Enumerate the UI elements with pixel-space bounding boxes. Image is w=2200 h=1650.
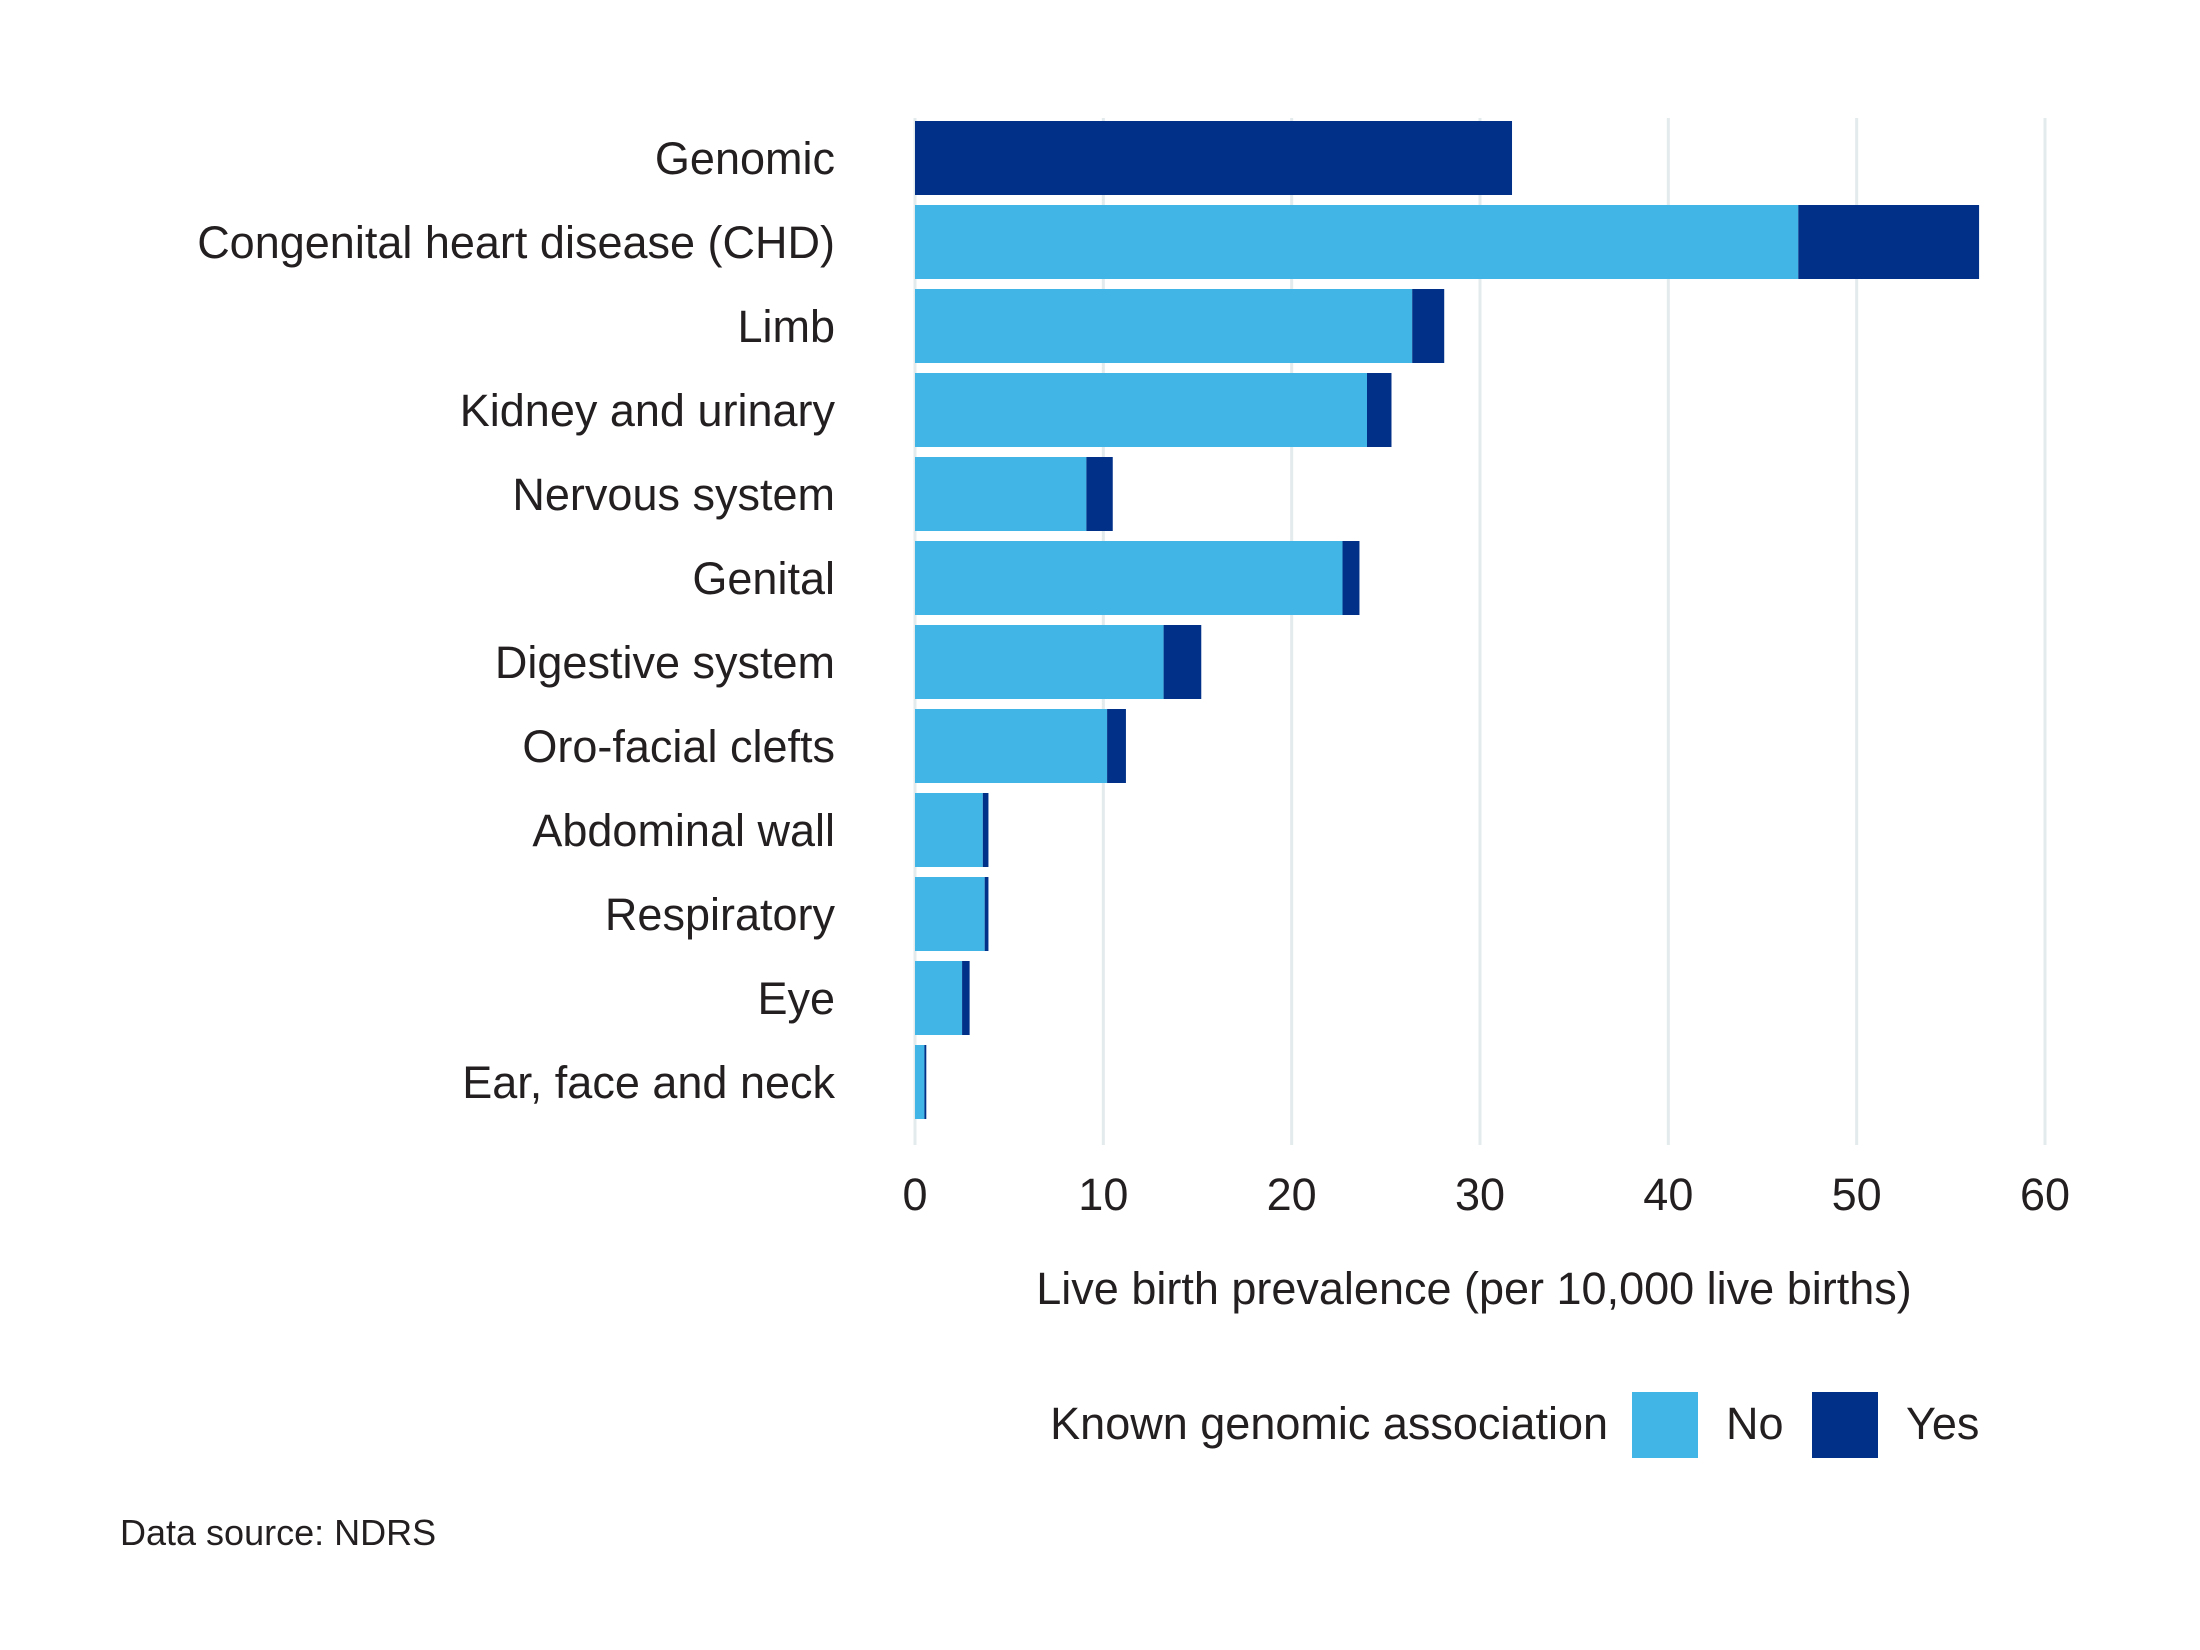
bar-segment-yes — [962, 961, 970, 1035]
bar-segment-no — [915, 373, 1367, 447]
bar-segment-no — [915, 961, 963, 1035]
category-label: Genital — [692, 553, 835, 604]
bar-segment-no — [915, 793, 983, 867]
bar-segment-yes — [924, 1045, 927, 1119]
category-label: Eye — [757, 973, 835, 1024]
x-tick-label: 10 — [1078, 1169, 1128, 1220]
category-label: Congenital heart disease (CHD) — [197, 217, 835, 268]
category-label: Nervous system — [512, 469, 835, 520]
category-label: Digestive system — [495, 637, 835, 688]
bar-segment-no — [915, 289, 1413, 363]
x-tick-label: 30 — [1455, 1169, 1505, 1220]
bar-segment-no — [915, 877, 985, 951]
x-tick-label: 40 — [1643, 1169, 1693, 1220]
bar-segment-yes — [915, 121, 1513, 195]
category-label: Ear, face and neck — [462, 1057, 835, 1108]
category-label: Abdominal wall — [532, 805, 835, 856]
bar-segment-yes — [1163, 625, 1202, 699]
category-labels: Genomic Congenital heart disease (CHD) Lim… — [197, 133, 835, 1108]
bars — [915, 121, 1980, 1119]
bar-segment-no — [915, 541, 1343, 615]
bar-segment-yes — [984, 877, 989, 951]
x-axis-title: Live birth prevalence (per 10,000 live b… — [1036, 1263, 1911, 1314]
legend-label-no: No — [1726, 1398, 1784, 1449]
category-label: Oro-facial clefts — [522, 721, 835, 772]
bar-segment-no — [915, 709, 1108, 783]
category-label: Kidney and urinary — [460, 385, 836, 436]
bar-segment-yes — [982, 793, 989, 867]
bar-segment-no — [915, 205, 1799, 279]
bar-segment-yes — [1342, 541, 1360, 615]
bar-segment-yes — [1367, 373, 1392, 447]
bar-segment-yes — [1412, 289, 1445, 363]
legend-key-yes — [1812, 1392, 1878, 1458]
x-tick-label: 50 — [1832, 1169, 1882, 1220]
legend-key-no — [1632, 1392, 1698, 1458]
bar-segment-yes — [1107, 709, 1126, 783]
legend-label-yes: Yes — [1906, 1398, 1979, 1449]
bar-segment-no — [915, 1045, 925, 1119]
bar-segment-yes — [1086, 457, 1113, 531]
category-label: Genomic — [655, 133, 835, 184]
data-source-caption: Data source: NDRS — [120, 1512, 436, 1553]
legend: Known genomic association No Yes — [1050, 1392, 1979, 1458]
bar-segment-yes — [1798, 205, 1980, 279]
x-tick-label: 60 — [2020, 1169, 2070, 1220]
category-label: Limb — [737, 301, 835, 352]
bar-segment-no — [915, 625, 1164, 699]
category-label: Respiratory — [605, 889, 836, 940]
legend-title: Known genomic association — [1050, 1398, 1608, 1449]
x-tick-label: 0 — [902, 1169, 927, 1220]
x-tick-labels: 0 10 20 30 40 50 60 — [902, 1169, 2070, 1220]
bar-segment-no — [915, 457, 1087, 531]
x-tick-label: 20 — [1267, 1169, 1317, 1220]
